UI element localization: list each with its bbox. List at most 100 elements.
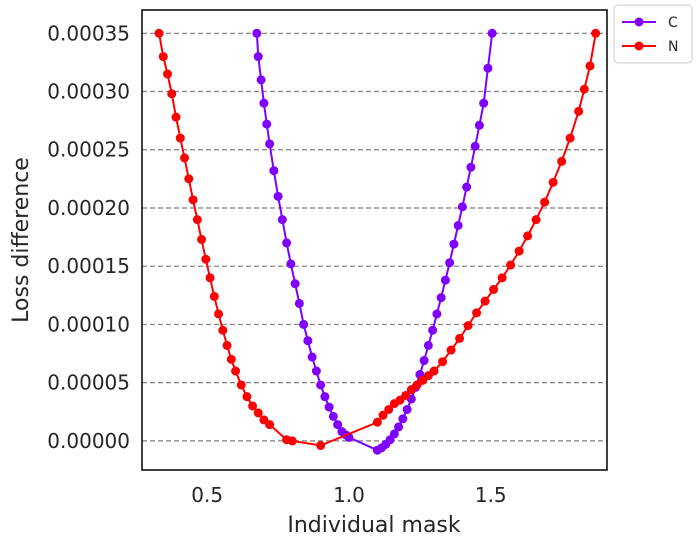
y-axis-label: Loss difference [9,157,34,323]
y-tick-label: 0.00025 [47,138,130,162]
data-point-n [209,291,219,301]
data-point-n [548,177,558,187]
data-point-n [192,215,202,225]
y-tick-label: 0.00000 [47,429,130,453]
data-point-n [184,174,194,184]
data-point-n [438,357,448,367]
data-point-c [307,352,317,362]
data-point-n [188,195,198,205]
legend-label-n: N [668,39,678,55]
y-tick-label: 0.00010 [47,312,130,336]
data-point-c [252,28,262,38]
data-point-c [277,215,287,225]
data-point-n [455,333,465,343]
y-tick-label: 0.00035 [47,21,130,45]
x-tick-label: 1.0 [333,483,365,507]
data-point-n [579,84,589,94]
data-point-c [269,166,279,176]
x-tick-label: 0.5 [191,483,223,507]
data-point-n [557,156,567,166]
data-point-c [432,309,442,319]
data-point-n [540,197,550,207]
data-point-n [480,296,490,306]
data-point-n [565,133,575,143]
data-point-c [259,98,269,108]
data-point-n [401,390,411,400]
data-point-c [394,422,404,432]
y-tick-label: 0.00015 [47,254,130,278]
data-point-c [294,298,304,308]
data-point-n [218,325,228,335]
data-point-n [175,133,185,143]
data-point-n [384,404,394,414]
data-point-n [429,366,439,376]
data-point-n [163,69,173,79]
data-point-n [265,420,275,430]
data-point-n [171,112,181,122]
data-point-c [303,336,313,346]
data-point-n [158,52,168,62]
data-point-n [497,273,507,283]
data-point-c [311,366,321,376]
data-point-c [290,279,300,289]
legend-label-c: C [668,15,678,31]
y-tick-label: 0.00030 [47,80,130,104]
data-point-n [253,408,263,418]
data-point-n [316,441,326,451]
data-point-n [574,106,584,116]
x-tick-label: 1.5 [475,483,507,507]
grid-lines [142,32,607,442]
data-point-n [197,234,207,244]
data-point-c [333,420,343,430]
data-point-n [378,410,388,420]
data-point-n [523,231,533,241]
data-point-c [487,28,497,38]
data-point-c [466,162,476,172]
y-tick-label: 0.00005 [47,371,130,395]
data-point-c [449,239,459,249]
data-point-c [445,258,455,268]
data-point-c [328,411,338,421]
data-point-c [457,202,467,212]
y-tick-label: 0.00020 [47,196,130,220]
data-point-n [585,61,595,71]
data-point-c [389,429,399,439]
data-point-c [256,75,266,85]
data-point-c [470,141,480,151]
data-point-n [463,321,473,331]
data-point-n [231,366,241,376]
data-point-n [372,417,382,427]
data-point-n [446,345,456,355]
data-point-n [514,246,524,256]
y-axis-ticks: 0.00000 0.00005 0.00010 0.00015 0.00020 0.000… [47,21,130,453]
data-point-c [402,404,412,414]
data-point-n [222,340,232,350]
data-point-c [436,293,446,303]
data-point-n [472,308,482,318]
data-point-n [591,28,601,38]
data-point-n [226,354,236,364]
data-point-n [167,89,177,99]
data-point-c [320,392,330,402]
legend-box [613,4,693,64]
legend-marker-c [634,17,644,27]
data-point-c [440,275,450,285]
x-axis-ticks: 0.5 1.0 1.5 [191,483,506,507]
data-point-c [299,319,309,329]
data-point-c [453,220,463,230]
data-point-n [205,273,215,283]
data-point-c [398,414,408,424]
data-point-c [316,380,326,390]
data-point-c [474,120,484,130]
data-point-c [428,325,438,335]
chart-series [154,28,601,455]
data-point-c [286,259,296,269]
data-point-c [324,402,334,412]
data-point-n [287,436,297,446]
data-point-c [479,98,489,108]
data-point-n [531,215,541,225]
data-point-n [236,380,246,390]
x-axis-label: Individual mask [287,513,461,538]
data-point-c [262,119,272,129]
data-point-n [489,284,499,294]
